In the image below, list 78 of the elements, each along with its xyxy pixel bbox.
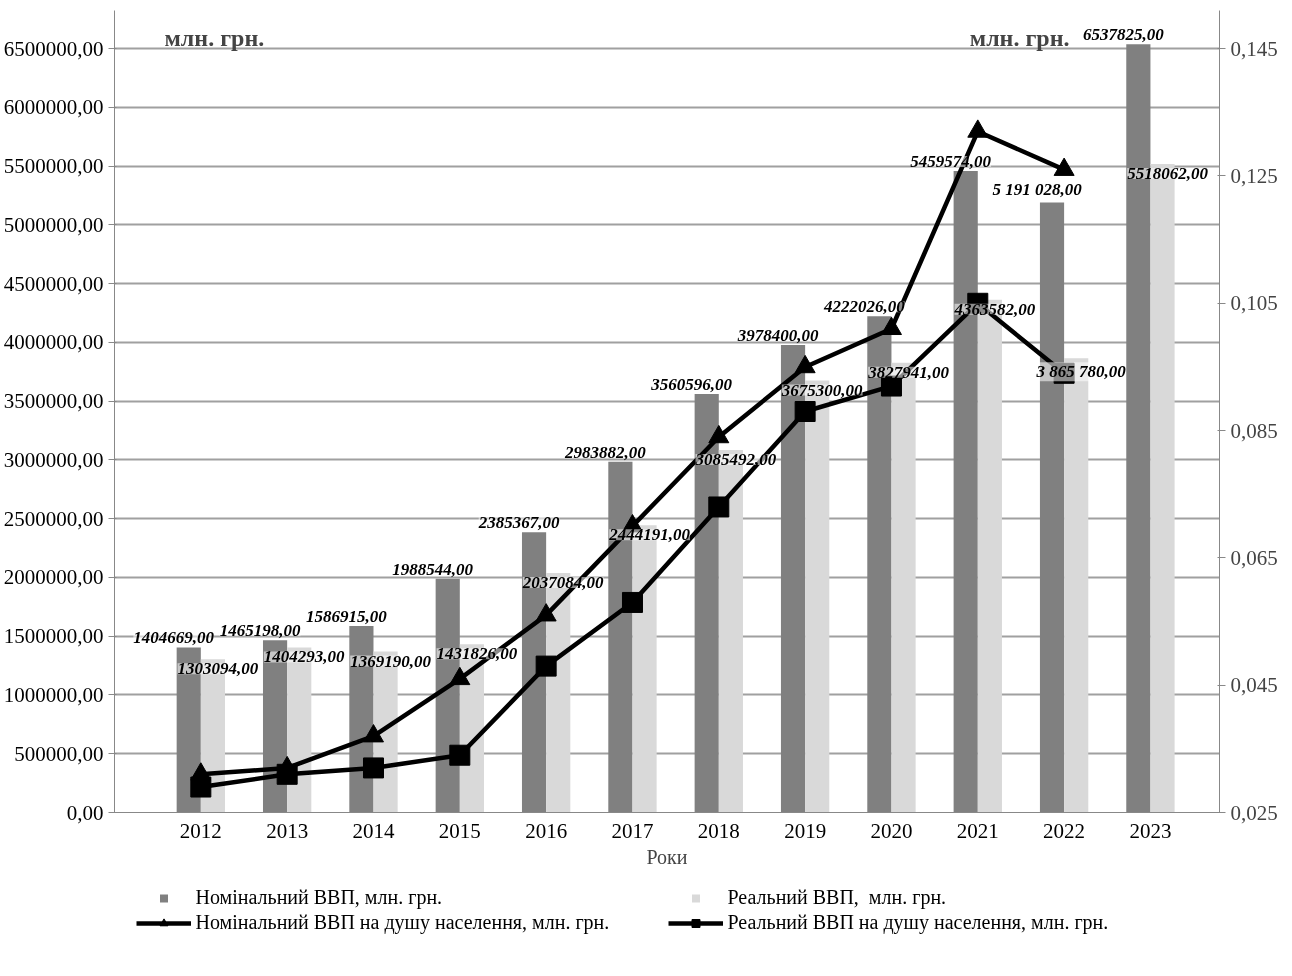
x-axis-title: Роки — [646, 845, 688, 868]
data-label: 1988544,00 — [392, 559, 474, 579]
data-label: 3675300,00 — [780, 380, 864, 400]
y-tick-label: 2000000,00 — [3, 565, 104, 590]
y2-tick-label: 0,125 — [1230, 163, 1278, 188]
point — [794, 354, 816, 374]
data-label: 2037084,00 — [521, 573, 605, 593]
y-tick-label: 6000000,00 — [3, 95, 104, 120]
annotation: млн. грн. — [164, 24, 265, 51]
x-tick-label: 2013 — [266, 818, 309, 843]
data-label: 1404669,00 — [133, 628, 215, 648]
data-label: 4222026,00 — [822, 297, 906, 317]
x-tick-label: 2023 — [1129, 818, 1172, 843]
data-label: 5459574,00 — [910, 151, 992, 171]
point — [880, 316, 902, 336]
data-label: 1404293,00 — [263, 647, 346, 667]
x-tick-label: 2012 — [179, 818, 222, 843]
x-tick-label: 2020 — [870, 818, 913, 843]
point — [535, 655, 557, 677]
data-label: 3085492,00 — [694, 449, 777, 469]
x-tick-label: 2021 — [956, 818, 999, 843]
data-label: 3827941,00 — [867, 362, 950, 382]
y-tick-label: 0,00 — [66, 800, 104, 825]
y-tick-label: 5500000,00 — [3, 154, 104, 179]
data-label: 4363582,00 — [953, 299, 1036, 319]
y-tick-label: 1000000,00 — [3, 682, 104, 707]
x-tick-label: 2017 — [611, 818, 654, 843]
y2-tick-label: 0,105 — [1230, 291, 1278, 316]
y-tick-label: 4000000,00 — [3, 330, 104, 355]
point — [794, 401, 816, 422]
data-label: 3560596,00 — [650, 375, 733, 395]
y-tick-label: 4500000,00 — [3, 271, 104, 296]
y-tick-label: 500000,00 — [14, 741, 104, 766]
legend-label: Номінальний ВВП, млн. грн. — [195, 886, 444, 909]
x-tick-label: 2022 — [1043, 818, 1086, 843]
y-tick-label: 3000000,00 — [3, 447, 104, 472]
x-tick-label: 2015 — [438, 818, 481, 843]
data-label: 1303094,00 — [177, 659, 259, 679]
x-tick-label: 2016 — [525, 818, 568, 843]
y2-tick-label: 0,045 — [1230, 673, 1278, 698]
y2-tick-label: 0,065 — [1230, 545, 1278, 570]
point — [1053, 157, 1075, 176]
x-tick-label: 2014 — [352, 818, 395, 843]
y2-tick-label: 0,025 — [1230, 800, 1278, 825]
data-label: 1431826,00 — [436, 644, 518, 664]
legend-label: Реальний ВВП на душу населення, млн. грн. — [727, 911, 1110, 934]
data-label: 3 865 780,00 — [1035, 362, 1127, 382]
data-label: 2444191,00 — [608, 525, 691, 545]
data-label: 1369190,00 — [350, 651, 432, 671]
point — [967, 119, 989, 138]
x-tick-label: 2019 — [784, 818, 827, 843]
data-label: 6537825,00 — [1082, 25, 1165, 45]
y-tick-label: 5000000,00 — [3, 212, 104, 237]
data-label: 1465198,00 — [219, 621, 301, 641]
point — [362, 757, 384, 779]
x-tick-label: 2018 — [697, 818, 740, 843]
point — [708, 424, 730, 444]
y2-tick-label: 0,145 — [1230, 36, 1278, 61]
point — [449, 744, 471, 766]
data-label: 2385367,00 — [477, 513, 560, 533]
annotation: млн. грн. — [969, 24, 1070, 51]
legend-label: Номінальний ВВП на душу населення, млн. грн. — [195, 911, 611, 934]
legend-label: Реальний ВВП, млн. грн. — [727, 886, 948, 909]
data-label: 1586915,00 — [306, 607, 388, 627]
data-label: 3978400,00 — [736, 326, 819, 345]
y2-tick-label: 0,085 — [1230, 418, 1278, 443]
data-label: 2983882,00 — [564, 442, 647, 462]
data-label: 5 191 028,00 — [992, 179, 1083, 199]
y-tick-label: 1500000,00 — [3, 624, 104, 649]
point — [708, 496, 730, 518]
point — [535, 603, 557, 622]
y-tick-label: 3500000,00 — [3, 389, 104, 414]
data-label: 5518062,00 — [1127, 164, 1209, 184]
y-tick-label: 6500000,00 — [3, 36, 104, 61]
point — [276, 763, 298, 785]
point — [621, 591, 643, 613]
point — [190, 776, 212, 798]
y-tick-label: 2500000,00 — [3, 506, 104, 531]
